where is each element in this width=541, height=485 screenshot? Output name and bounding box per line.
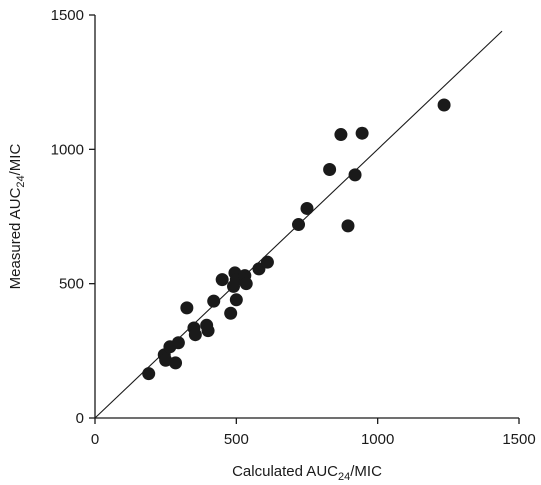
y-axis-title: Measured AUC24/MIC	[7, 144, 27, 290]
x-axis-title-prefix: Calculated AUC	[232, 463, 338, 480]
y-axis-title-suffix: /MIC	[7, 144, 24, 176]
y-axis-title-prefix: Measured AUC	[7, 187, 24, 289]
data-point	[292, 218, 306, 232]
x-tick-label: 0	[91, 431, 99, 448]
data-point	[224, 306, 238, 320]
data-point	[171, 336, 185, 350]
x-tick-label: 1000	[361, 431, 394, 448]
x-tick-label: 1500	[502, 431, 535, 448]
data-points	[142, 98, 451, 381]
data-point	[169, 356, 183, 370]
data-point	[215, 273, 229, 287]
y-tick-label: 0	[76, 410, 84, 427]
data-point	[229, 293, 243, 307]
y-tick-label: 1500	[51, 7, 84, 24]
data-point	[437, 98, 451, 112]
x-tick-label: 500	[224, 431, 249, 448]
data-point	[180, 301, 194, 315]
data-point	[142, 367, 156, 381]
x-axis-title-subscript: 24	[338, 471, 350, 483]
data-point	[188, 328, 202, 342]
x-axis-title-suffix: /MIC	[350, 463, 382, 480]
data-point	[348, 168, 362, 182]
data-point	[159, 353, 173, 367]
data-point	[355, 126, 369, 140]
x-axis-title: Calculated AUC24/MIC	[232, 463, 382, 483]
data-point	[207, 294, 221, 308]
y-tick-label: 1000	[51, 141, 84, 158]
y-axis-title-subscript: 24	[15, 175, 27, 187]
data-point	[300, 201, 314, 215]
data-point	[201, 324, 215, 338]
data-point	[260, 255, 274, 269]
data-point	[334, 128, 348, 142]
tick-labels: 0 500 1000 1500 0 500 1000 1500	[51, 7, 536, 448]
data-point	[323, 162, 337, 176]
data-point	[239, 277, 253, 291]
y-tick-label: 500	[59, 276, 84, 293]
data-point	[341, 219, 355, 233]
axes	[89, 14, 520, 424]
